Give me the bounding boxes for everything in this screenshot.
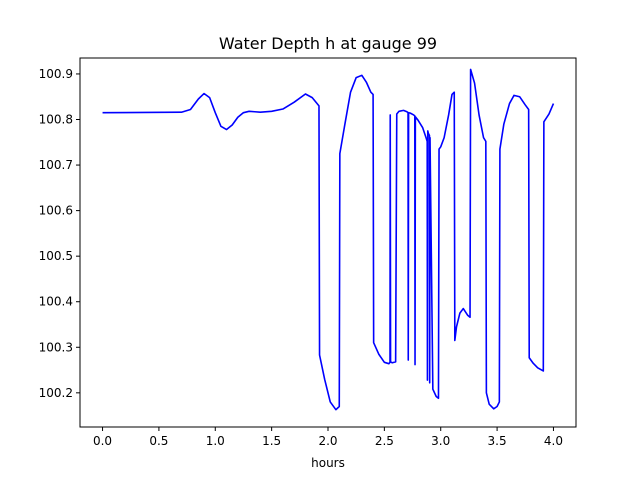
- x-tick-label: 3.5: [488, 434, 507, 448]
- y-tick-label: 100.8: [39, 113, 73, 127]
- series-line-0: [102, 68, 555, 411]
- x-tick-label: 1.5: [262, 434, 281, 448]
- x-tick-label: 0.5: [149, 434, 168, 448]
- x-tick-label: 3.0: [431, 434, 450, 448]
- x-tick-label: 2.0: [318, 434, 337, 448]
- y-axis-ticks: 100.2 100.3 100.4 100.5 100.6 100.7 100.8 100.9: [39, 67, 80, 400]
- y-tick-label: 100.6: [39, 204, 73, 218]
- x-tick-label: 0.0: [93, 434, 112, 448]
- plot-area: 0.0 0.5 1.0 1.5 2.0 2.5 3.0 3.5 4.0 100.2100.310…: [39, 57, 577, 448]
- y-tick-label: 100.5: [39, 249, 73, 263]
- x-tick-label: 4.0: [544, 434, 563, 448]
- x-tick-label: 1.0: [206, 434, 225, 448]
- y-tick-label: 100.2: [39, 386, 73, 400]
- y-tick-label: 100.9: [39, 67, 73, 81]
- x-axis-ticks: 0.0 0.5 1.0 1.5 2.0 2.5 3.0 3.5 4.0: [93, 427, 563, 448]
- y-tick-label: 100.3: [39, 340, 73, 354]
- x-tick-label: 2.5: [375, 434, 394, 448]
- y-tick-label: 100.4: [39, 295, 73, 309]
- y-tick-label: 100.7: [39, 158, 73, 172]
- x-axis-label: hours: [311, 456, 345, 470]
- chart-title: Water Depth h at gauge 99: [219, 34, 437, 53]
- series-layer: [102, 68, 555, 411]
